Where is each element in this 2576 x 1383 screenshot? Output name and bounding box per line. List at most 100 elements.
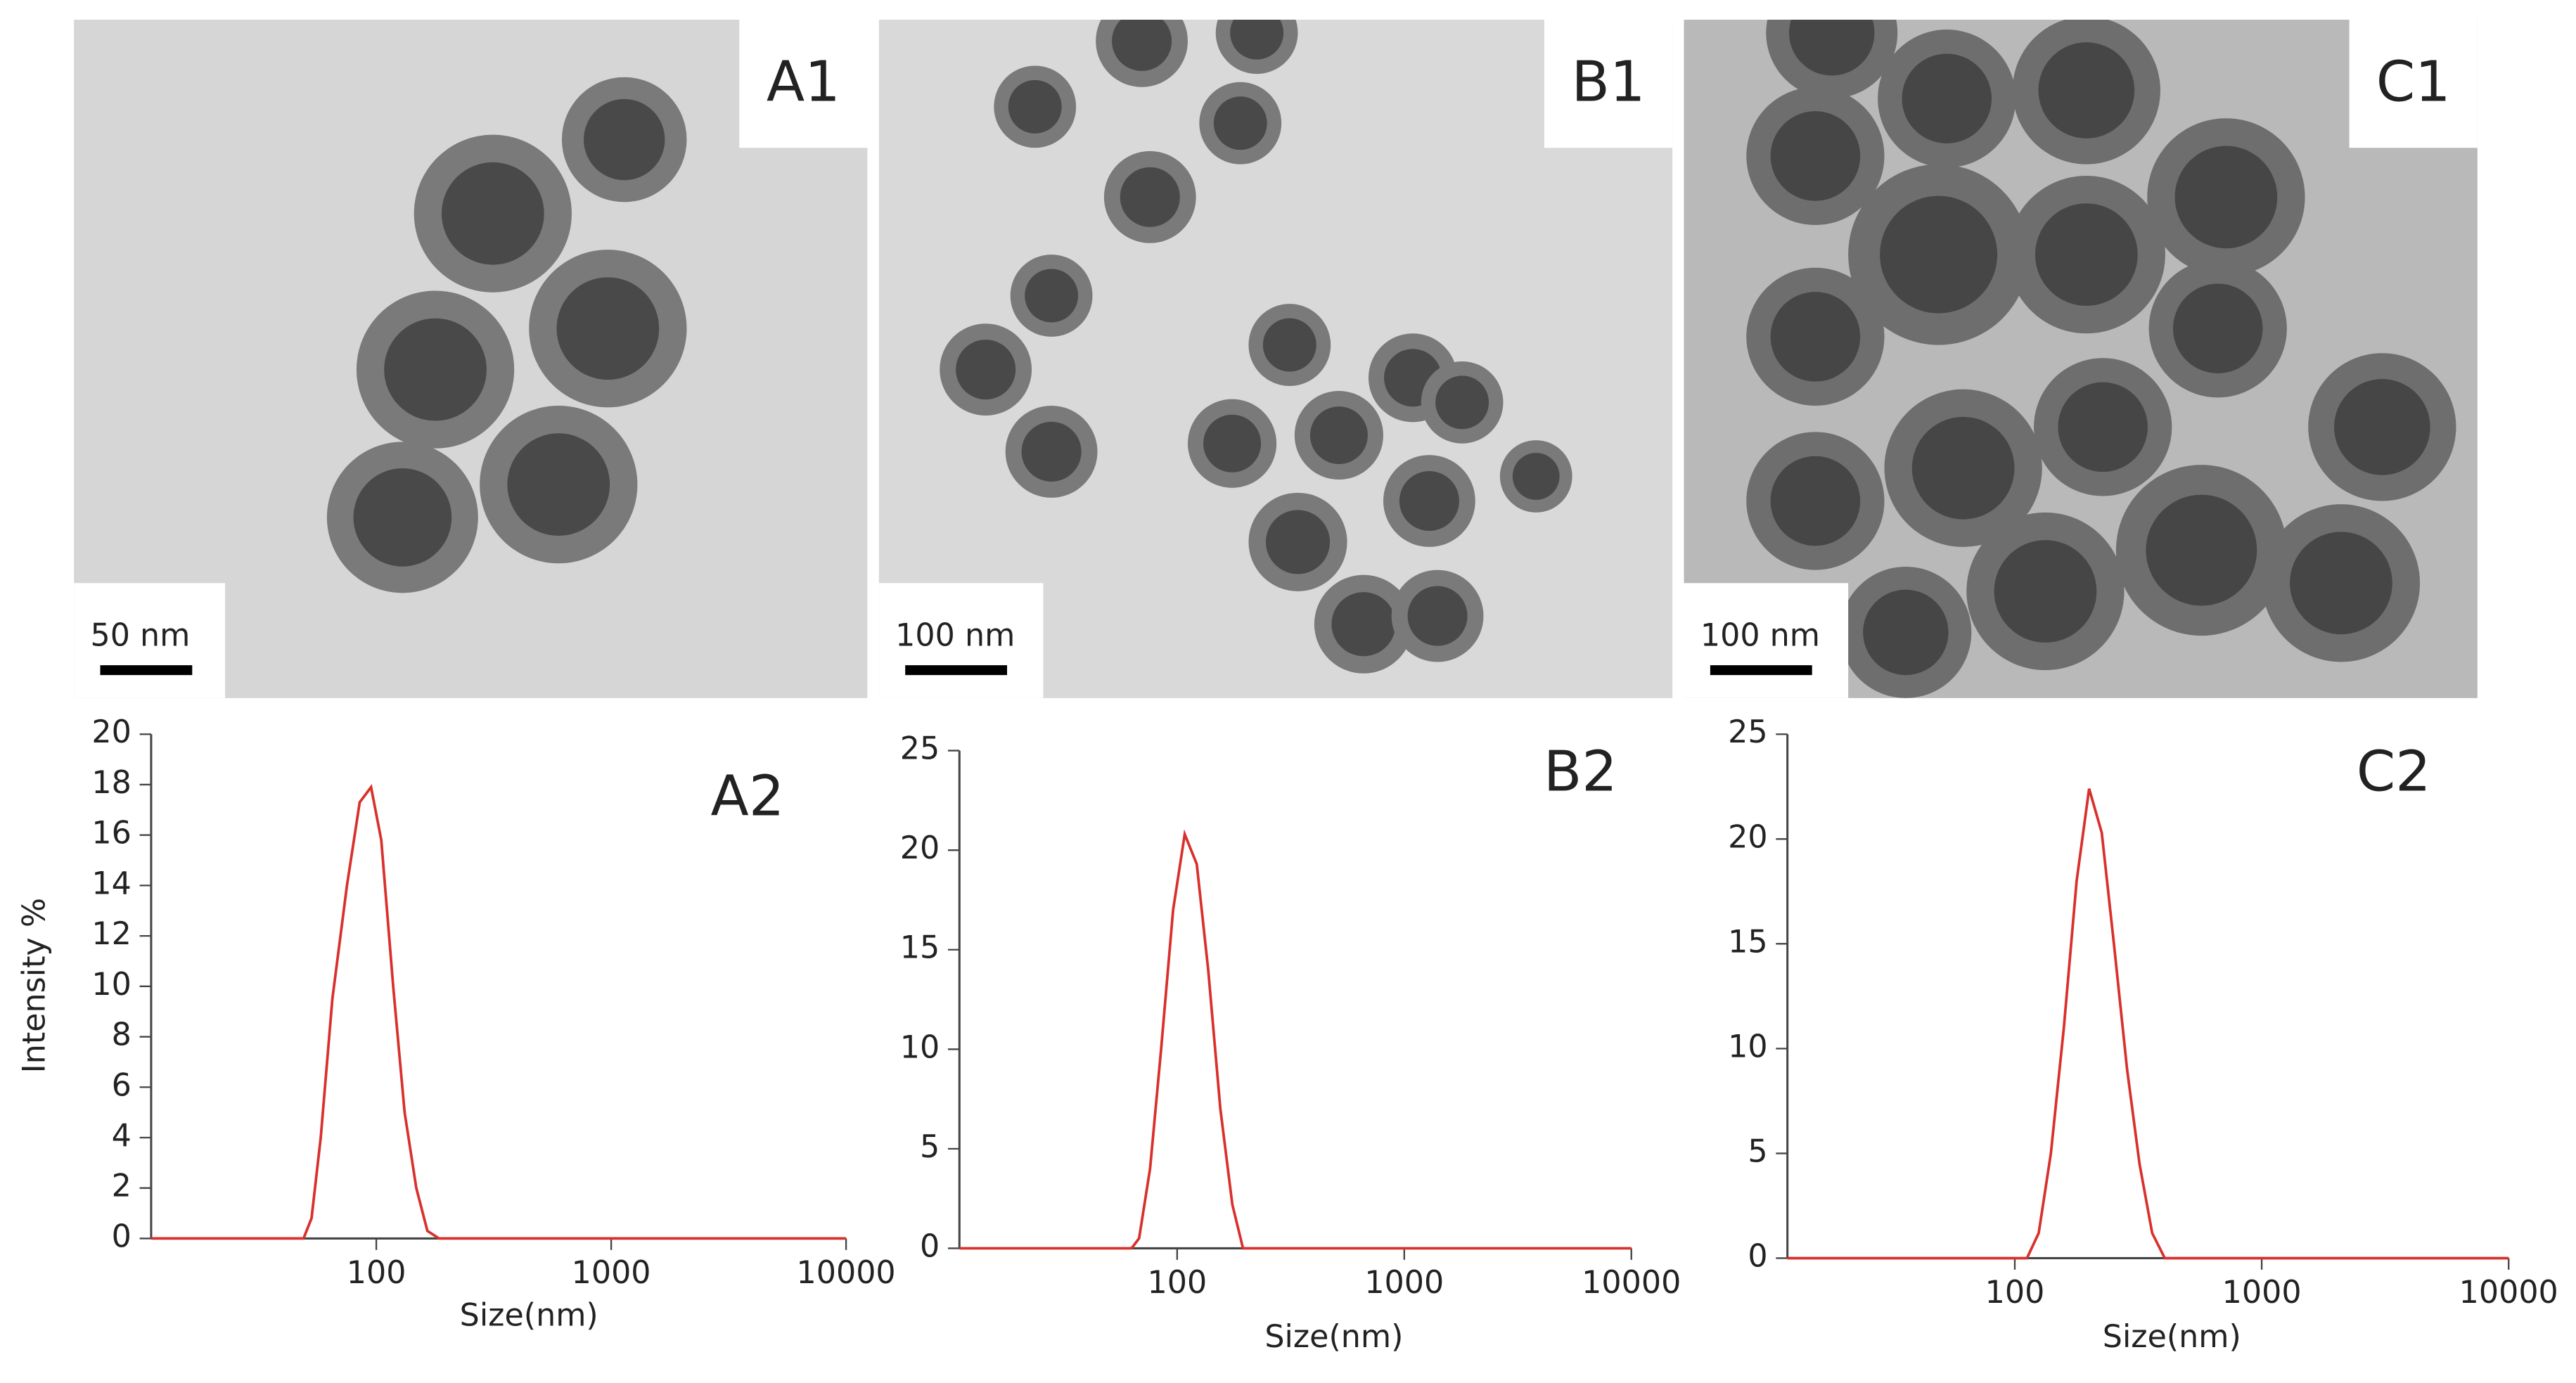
- particle-core: [1230, 20, 1284, 60]
- size-distribution-line: [959, 829, 1632, 1250]
- scale-bar: [905, 665, 1008, 676]
- particle-core: [2290, 532, 2392, 635]
- x-tick-label: 100: [1148, 1265, 1207, 1301]
- particle-core: [1008, 79, 1062, 134]
- scale-box: [1684, 583, 1849, 698]
- panel-label: C1: [2376, 49, 2451, 114]
- y-tick-label: 16: [91, 816, 131, 851]
- y-tick-label: 10: [900, 1029, 940, 1065]
- y-tick-label: 25: [900, 731, 940, 767]
- particle-core: [1203, 414, 1262, 472]
- particle-core: [1309, 406, 1368, 465]
- x-axis-label: Size(nm): [1264, 1319, 1403, 1355]
- scale-bar: [100, 665, 193, 676]
- particle-core: [1902, 53, 1992, 143]
- label-box: [2349, 20, 2478, 148]
- x-tick-label: 1000: [1364, 1265, 1444, 1301]
- particle-core: [1213, 96, 1267, 150]
- panel-label: B2: [1544, 739, 1617, 804]
- y-tick-label: 2: [112, 1169, 132, 1204]
- particle-core: [1770, 456, 1861, 546]
- y-axis-label: Intensity %: [16, 898, 52, 1073]
- y-tick-label: 6: [112, 1067, 132, 1103]
- particle-core: [1770, 111, 1861, 201]
- y-tick-label: 20: [91, 714, 131, 750]
- particle-core: [1265, 510, 1331, 574]
- y-tick-label: 10: [1728, 1029, 1767, 1064]
- x-tick-label: 10000: [2459, 1275, 2558, 1311]
- particle-core: [2172, 283, 2263, 373]
- particle-core: [556, 277, 660, 380]
- scale-bar-label: 50 nm: [90, 617, 190, 653]
- panel-label: C2: [2357, 739, 2431, 804]
- scale-bar: [1710, 665, 1812, 676]
- x-tick-label: 10000: [1582, 1265, 1681, 1301]
- particle-core: [1407, 586, 1468, 646]
- label-box: [739, 20, 868, 148]
- particle-core: [2058, 382, 2148, 472]
- scale-bar-label: 100 nm: [1700, 617, 1820, 653]
- particle-core: [1789, 20, 1875, 76]
- particle-core: [441, 162, 544, 265]
- particle-core: [2034, 203, 2138, 306]
- particle-core: [1512, 453, 1560, 500]
- x-tick-label: 1000: [2222, 1275, 2302, 1311]
- y-tick-label: 4: [112, 1118, 132, 1154]
- particle-core: [1435, 375, 1489, 430]
- scale-box: [878, 583, 1044, 698]
- particle-core: [1863, 589, 1949, 676]
- particle-core: [1021, 421, 1082, 482]
- particles: [1746, 20, 2456, 698]
- particle-core: [1399, 470, 1459, 532]
- y-tick-label: 5: [1748, 1133, 1767, 1169]
- particle-core: [2038, 42, 2135, 139]
- particle-core: [2174, 146, 2278, 249]
- particle-core: [1911, 416, 2015, 520]
- particle-core: [956, 340, 1016, 400]
- particle-core: [584, 98, 665, 181]
- particles: [326, 77, 687, 593]
- x-tick-label: 10000: [797, 1255, 896, 1291]
- y-tick-label: 25: [1728, 714, 1767, 750]
- y-tick-label: 20: [1728, 819, 1767, 855]
- y-tick-label: 5: [920, 1129, 940, 1165]
- particle-core: [1880, 195, 1998, 314]
- y-tick-label: 18: [91, 765, 131, 801]
- y-tick-label: 14: [91, 866, 131, 901]
- particle-core: [1112, 20, 1172, 71]
- tem-image: B1 100 nm: [878, 20, 1673, 698]
- x-axis-label: Size(nm): [2103, 1319, 2241, 1355]
- particles: [940, 20, 1572, 674]
- panel-label: A2: [711, 764, 785, 829]
- particle-core: [1994, 540, 2097, 643]
- x-axis-label: Size(nm): [460, 1298, 598, 1334]
- particle-core: [1262, 318, 1316, 372]
- y-tick-label: 8: [112, 1017, 132, 1053]
- tem-image: C1 100 nm: [1684, 20, 2478, 698]
- particle-core: [1025, 269, 1079, 323]
- particle-core: [1120, 167, 1180, 227]
- label-box: [1544, 20, 1673, 148]
- y-tick-label: 15: [1728, 924, 1767, 960]
- panel-label: B1: [1572, 49, 1646, 114]
- particle-core: [2146, 494, 2257, 606]
- x-tick-label: 100: [347, 1255, 406, 1291]
- scale-box: [74, 583, 226, 698]
- panel-label: A1: [767, 49, 840, 114]
- particle-core: [353, 468, 452, 567]
- y-tick-label: 12: [91, 916, 131, 952]
- scale-bar-label: 100 nm: [895, 617, 1015, 653]
- tem-image: A1 50 nm: [74, 20, 868, 698]
- y-tick-label: 0: [1748, 1238, 1767, 1274]
- size-distribution-line: [1787, 788, 2509, 1260]
- y-tick-label: 0: [112, 1218, 132, 1254]
- x-tick-label: 100: [1985, 1275, 2045, 1311]
- particle-core: [507, 433, 610, 536]
- particle-core: [1331, 592, 1396, 657]
- y-tick-label: 10: [91, 967, 131, 1003]
- y-tick-label: 20: [900, 830, 940, 866]
- particle-core: [384, 318, 487, 421]
- x-tick-label: 1000: [572, 1255, 651, 1291]
- size-distribution-line: [150, 784, 847, 1240]
